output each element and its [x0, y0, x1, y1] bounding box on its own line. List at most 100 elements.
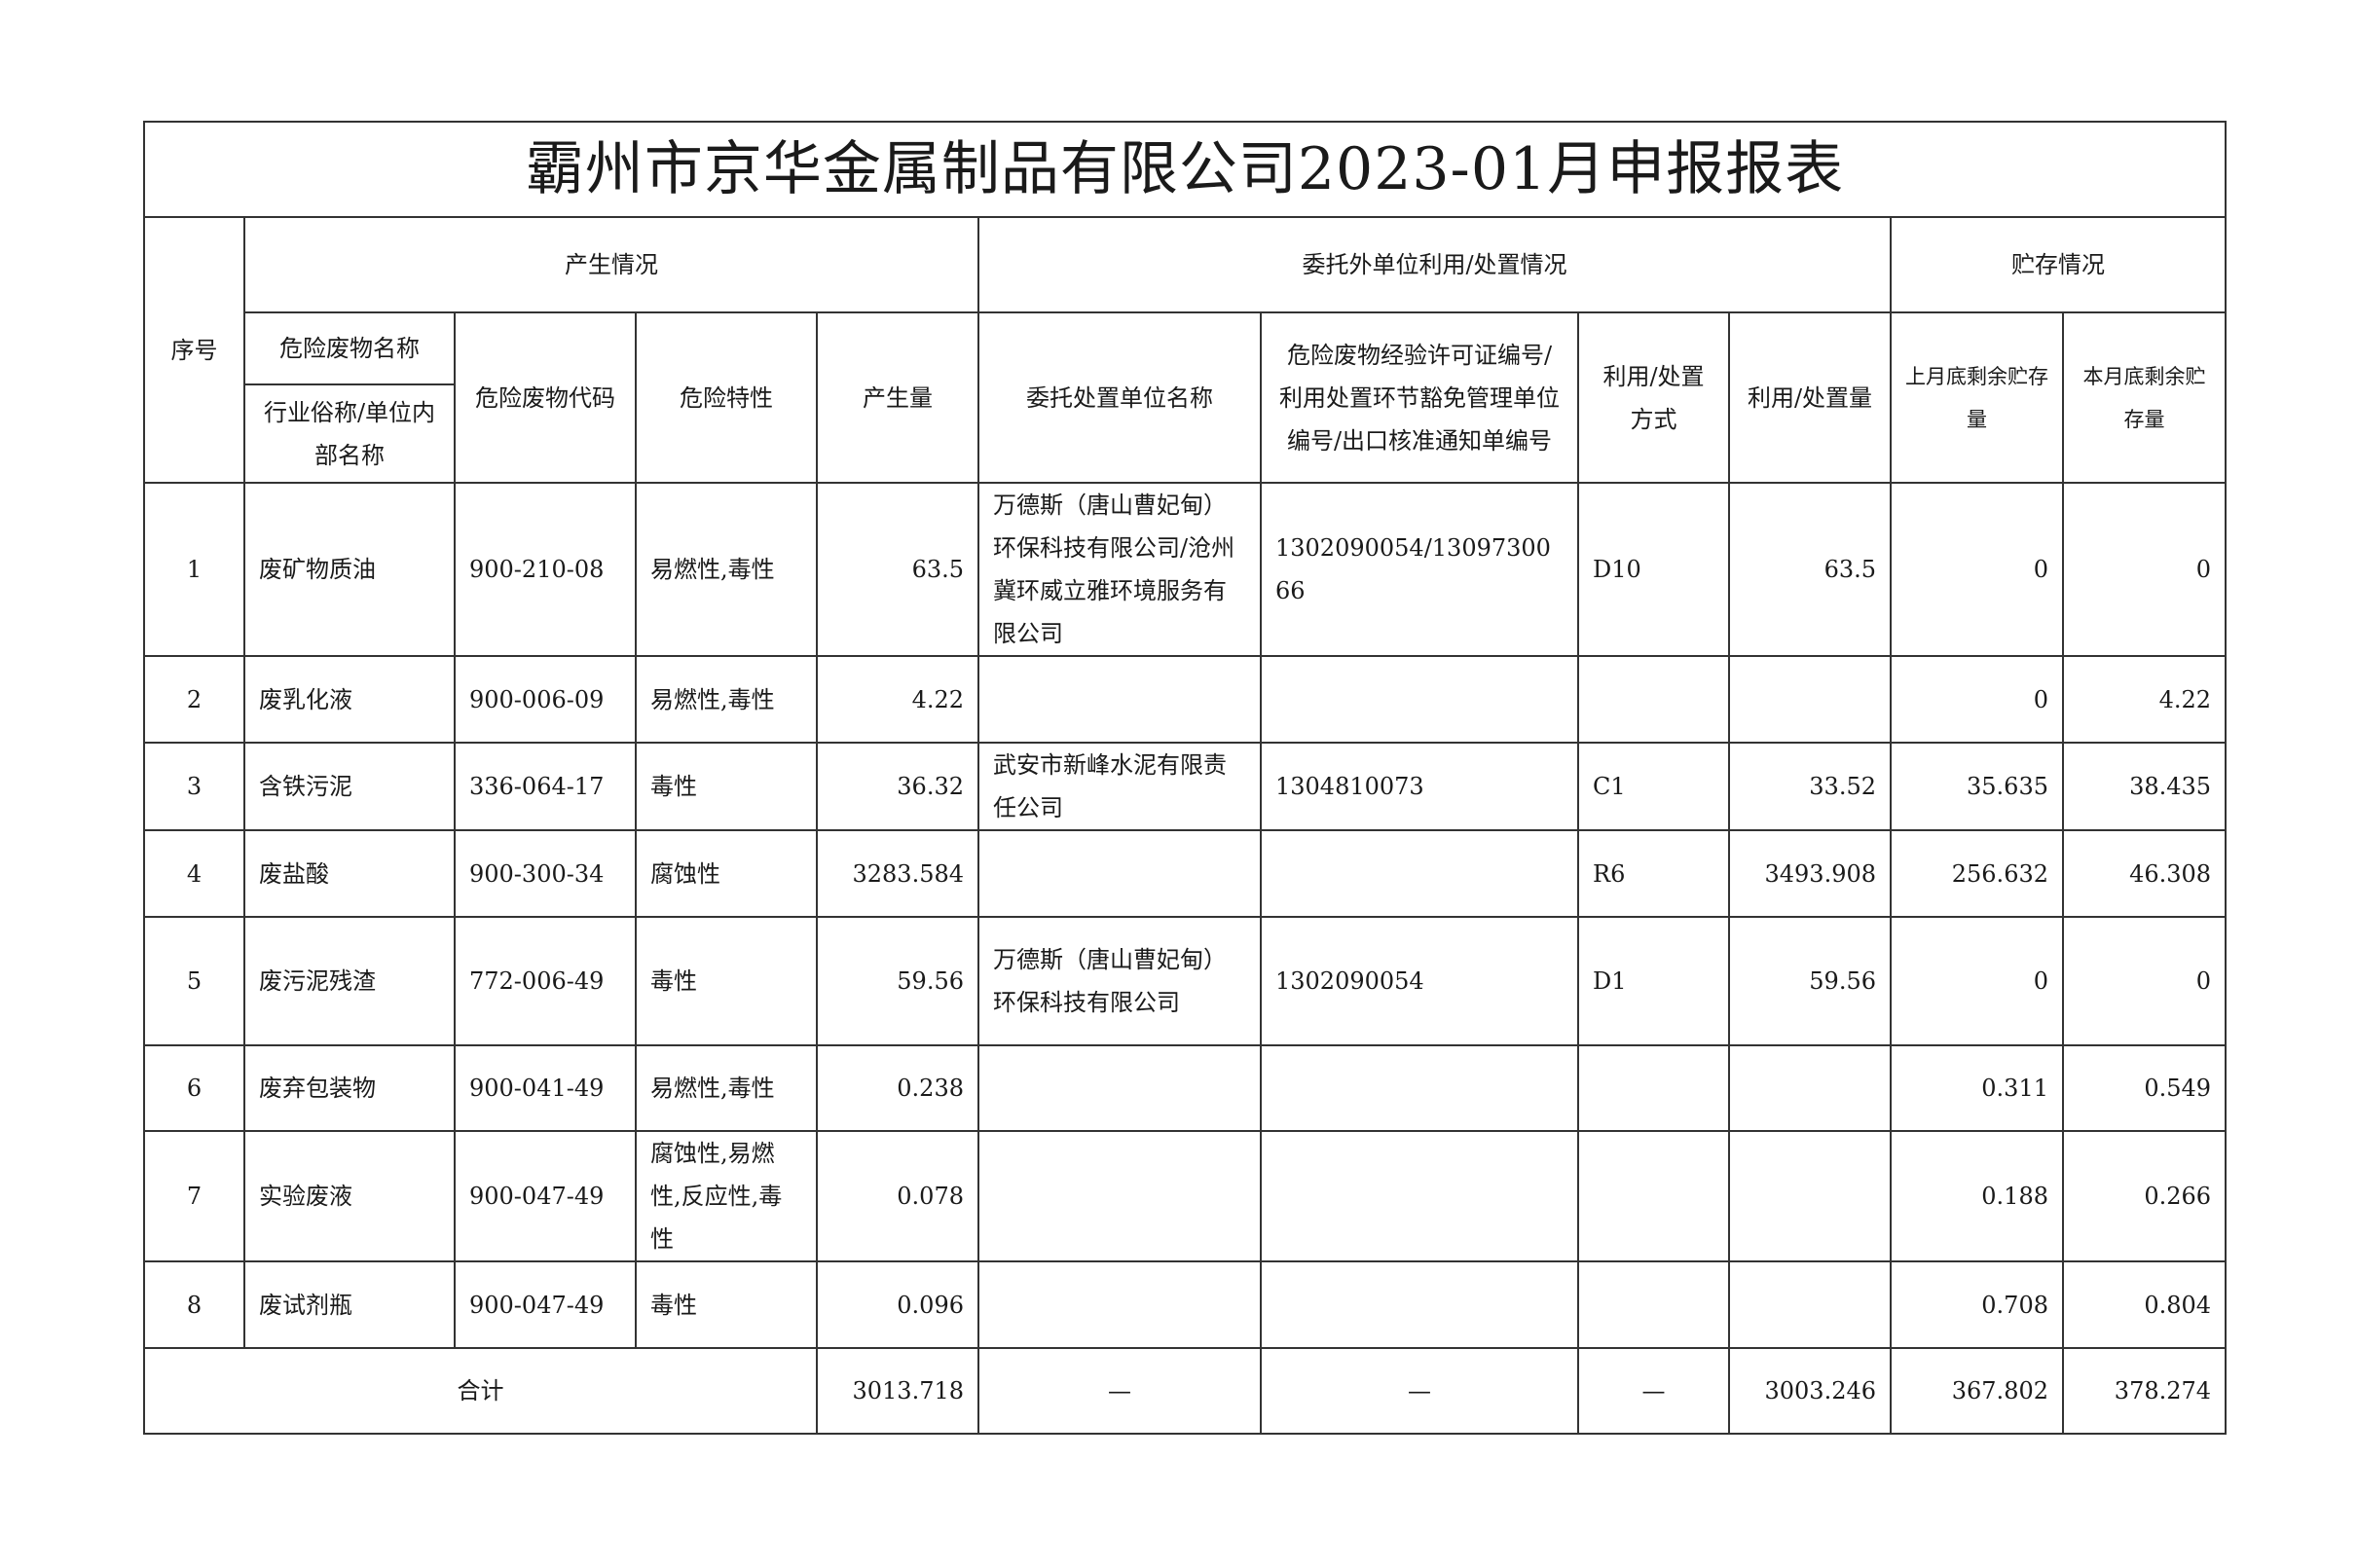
header-license: 危险废物经验许可证编号/利用处置环节豁免管理单位编号/出口核准通知单编号: [1260, 311, 1579, 484]
waste-code-cell: 900-210-08: [454, 482, 637, 657]
disposal-unit-cell: [977, 829, 1262, 918]
total-method: —: [1577, 1347, 1730, 1435]
amount-cell: 63.5: [816, 482, 979, 657]
waste-name-cell: 废矿物质油: [243, 482, 456, 657]
amount-cell: 3283.584: [816, 829, 979, 918]
amount-cell: 4.22: [816, 655, 979, 744]
this-month-cell: 38.435: [2061, 742, 2228, 831]
header-waste-code: 危险废物代码: [454, 311, 637, 484]
method-cell: [1577, 655, 1730, 744]
disposal-amount-cell: [1728, 1130, 1892, 1262]
disposal-unit-cell: 武安市新峰水泥有限责任公司: [977, 742, 1262, 831]
waste-name-cell: 废试剂瓶: [243, 1260, 456, 1349]
waste-code-cell: 900-047-49: [454, 1130, 637, 1262]
report-title: 霸州市京华金属制品有限公司2023-01月申报报表: [142, 121, 2228, 218]
total-last-month: 367.802: [1890, 1347, 2064, 1435]
this-month-cell: 0: [2061, 482, 2228, 657]
total-row: 合计 3013.718— — —3003.246 367.802 378.274: [143, 1347, 2228, 1435]
report-table: 霸州市京华金属制品有限公司2023-01月申报报表 序号 产生情况 委托外单位利…: [142, 121, 2228, 1435]
amount-cell: 36.32: [816, 742, 979, 831]
waste-name-cell: 含铁污泥: [243, 742, 456, 831]
header-last-month: 上月底剩余贮存量: [1890, 311, 2064, 484]
last-month-cell: 0.708: [1890, 1260, 2064, 1349]
disposal-amount-cell: [1728, 655, 1892, 744]
this-month-cell: 0.804: [2061, 1260, 2228, 1349]
disposal-unit-cell: [977, 1260, 1262, 1349]
hazard-cell: 易燃性,毒性: [635, 1044, 818, 1132]
disposal-amount-cell: 63.5: [1728, 482, 1892, 657]
this-month-cell: 0.266: [2061, 1130, 2228, 1262]
seq-cell: 1: [143, 482, 245, 657]
waste-code-cell: 772-006-49: [454, 916, 637, 1046]
header-amount: 产生量: [816, 311, 979, 484]
this-month-cell: 0: [2061, 916, 2228, 1046]
last-month-cell: 0.188: [1890, 1130, 2064, 1262]
hazard-cell: 腐蚀性: [635, 829, 818, 918]
waste-name-cell: 废弃包装物: [243, 1044, 456, 1132]
waste-code-cell: 900-006-09: [454, 655, 637, 744]
header-seq: 序号: [143, 216, 245, 484]
license-cell: [1260, 1260, 1579, 1349]
hazard-cell: 毒性: [635, 742, 818, 831]
last-month-cell: 0: [1890, 916, 2064, 1046]
disposal-amount-cell: 33.52: [1728, 742, 1892, 831]
table-row: 7 实验废液 900-047-49 腐蚀性,易燃性,反应性,毒性 0.078 0.188 0…: [143, 1130, 2228, 1262]
method-cell: D1: [1577, 916, 1730, 1046]
this-month-cell: 46.308: [2061, 829, 2228, 918]
waste-name-cell: 废污泥残渣: [243, 916, 456, 1046]
disposal-unit-cell: [977, 1130, 1262, 1262]
seq-cell: 4: [143, 829, 245, 918]
disposal-amount-cell: [1728, 1260, 1892, 1349]
disposal-unit-cell: [977, 655, 1262, 744]
disposal-amount-cell: 59.56: [1728, 916, 1892, 1046]
header-group-entrusted: 委托外单位利用/处置情况: [977, 216, 1892, 313]
header-disposal-unit: 委托处置单位名称: [977, 311, 1262, 484]
seq-cell: 5: [143, 916, 245, 1046]
seq-cell: 6: [143, 1044, 245, 1132]
amount-cell: 59.56: [816, 916, 979, 1046]
license-cell: 1302090054/1309730066: [1260, 482, 1579, 657]
total-license: —: [1260, 1347, 1579, 1435]
license-cell: 1302090054: [1260, 916, 1579, 1046]
waste-name-cell: 废乳化液: [243, 655, 456, 744]
license-cell: [1260, 1130, 1579, 1262]
table-row: 6 废弃包装物 900-041-49 易燃性,毒性 0.238 0.311 0.549: [143, 1044, 2228, 1132]
method-cell: D10: [1577, 482, 1730, 657]
hazard-cell: 易燃性,毒性: [635, 655, 818, 744]
last-month-cell: 35.635: [1890, 742, 2064, 831]
hazard-cell: 毒性: [635, 916, 818, 1046]
seq-cell: 7: [143, 1130, 245, 1262]
method-cell: [1577, 1130, 1730, 1262]
table-row: 3 含铁污泥 336-064-17 毒性 36.32 武安市新峰水泥有限责任公司 13048…: [143, 742, 2228, 831]
table-row: 8 废试剂瓶 900-047-49 毒性 0.096 0.708 0.804: [143, 1260, 2228, 1349]
table-row: 4 废盐酸 900-300-34 腐蚀性 3283.584 R6 3493.908 256.6…: [143, 829, 2228, 918]
header-disposal-amount: 利用/处置量: [1728, 311, 1892, 484]
amount-cell: 0.238: [816, 1044, 979, 1132]
last-month-cell: 256.632: [1890, 829, 2064, 918]
seq-cell: 3: [143, 742, 245, 831]
amount-cell: 0.078: [816, 1130, 979, 1262]
total-unit: —: [977, 1347, 1262, 1435]
waste-code-cell: 900-041-49: [454, 1044, 637, 1132]
last-month-cell: 0: [1890, 482, 2064, 657]
seq-cell: 8: [143, 1260, 245, 1349]
waste-code-cell: 900-300-34: [454, 829, 637, 918]
disposal-amount-cell: [1728, 1044, 1892, 1132]
license-cell: 1304810073: [1260, 742, 1579, 831]
method-cell: R6: [1577, 829, 1730, 918]
table-row: 5 废污泥残渣 772-006-49 毒性 59.56 万德斯（唐山曹妃甸）环保科技有限公…: [143, 916, 2228, 1046]
total-amount: 3013.718: [816, 1347, 979, 1435]
disposal-unit-cell: 万德斯（唐山曹妃甸）环保科技有限公司/沧州冀环威立雅环境服务有限公司: [977, 482, 1262, 657]
disposal-unit-cell: [977, 1044, 1262, 1132]
total-disposal: 3003.246: [1728, 1347, 1892, 1435]
header-this-month: 本月底剩余贮存量: [2061, 311, 2228, 484]
waste-code-cell: 900-047-49: [454, 1260, 637, 1349]
total-label: 合计: [143, 1347, 818, 1435]
disposal-amount-cell: 3493.908: [1728, 829, 1892, 918]
header-waste-name: 危险废物名称: [243, 311, 456, 385]
disposal-unit-cell: 万德斯（唐山曹妃甸）环保科技有限公司: [977, 916, 1262, 1046]
this-month-cell: 0.549: [2061, 1044, 2228, 1132]
license-cell: [1260, 655, 1579, 744]
seq-cell: 2: [143, 655, 245, 744]
header-industry-name: 行业俗称/单位内部名称: [243, 383, 456, 484]
